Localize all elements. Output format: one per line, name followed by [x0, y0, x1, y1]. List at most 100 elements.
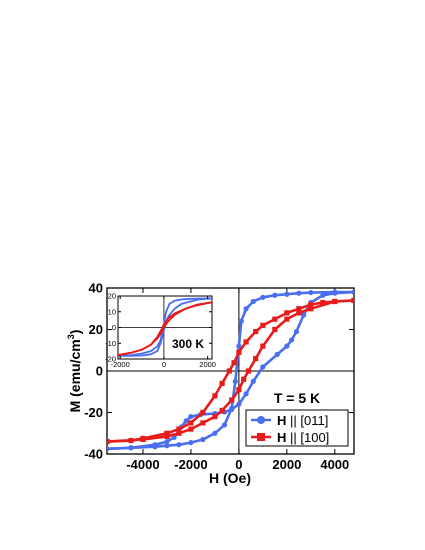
series-h-100-point — [188, 426, 194, 432]
main-x-tick-labels: -4000 -2000 0 2000 4000 — [126, 457, 349, 472]
y-axis-label-close: ) — [67, 330, 83, 335]
series-h-100-point — [200, 409, 206, 416]
series-h-100-point — [164, 430, 170, 436]
legend-label-100: H || [100] — [277, 430, 329, 445]
x-tick-label: -2000 — [174, 457, 207, 472]
series-h-100-point — [272, 326, 278, 333]
series-h-011-point — [229, 406, 235, 412]
x-tick-label: 2000 — [199, 360, 216, 369]
series-h-100-point — [219, 407, 225, 414]
y-tick-label: -20 — [105, 355, 116, 364]
series-h-100-point — [332, 298, 338, 305]
temperature-annotation: T = 5 K — [274, 390, 320, 406]
x-tick-label: 0 — [235, 457, 242, 472]
series-h-011-point — [284, 343, 290, 349]
x-tick-label: 4000 — [320, 457, 349, 472]
y-tick-label: 0 — [96, 364, 103, 379]
series-h-011-point — [164, 438, 170, 445]
y-tick-label: -20 — [84, 405, 103, 420]
inset-y-tick-labels: -20 -10 0 10 20 — [105, 292, 116, 364]
legend-label-011-rest: || [011] — [286, 413, 328, 428]
series-h-100-branch-1 — [118, 301, 212, 356]
legend: H || [011] H || [100] — [245, 409, 349, 447]
series-h-100-point — [219, 380, 225, 387]
series-h-011-point — [250, 378, 256, 384]
y-tick-label: -40 — [84, 447, 103, 462]
series-h-011-point — [212, 430, 218, 436]
series-h-011-point — [260, 294, 266, 300]
series-h-011-point — [221, 422, 228, 428]
series-h-100-point — [253, 328, 259, 335]
series-h-100-point — [212, 414, 218, 420]
series-h-100-point — [245, 368, 252, 374]
series-h-100-point — [308, 302, 314, 308]
series-h-011-point — [351, 289, 354, 295]
inset-chart: -2000 0 2000 -20 -10 0 10 20 300 K — [105, 292, 216, 369]
x-axis-label: H (Oe) — [209, 470, 251, 486]
series-h-011-point — [293, 328, 300, 335]
inset-temperature-annotation: 300 K — [172, 337, 204, 351]
series-h-011-point — [238, 318, 244, 324]
series-h-100-point — [176, 426, 182, 432]
y-axis-label-superscript: 3 — [66, 334, 76, 339]
series-h-100-point — [140, 436, 146, 443]
series-h-100-point — [296, 310, 302, 316]
main-y-tick-labels: -40 -20 0 20 40 — [84, 281, 103, 462]
series-h-011-point — [128, 445, 134, 451]
series-h-100-point — [284, 310, 290, 316]
legend-label-100-rest: || [100] — [286, 430, 329, 445]
series-h-011-point — [320, 292, 326, 298]
series-h-100-point — [231, 360, 237, 366]
series-h-011-point — [284, 291, 290, 297]
series-h-011-point — [308, 289, 314, 296]
series-h-100-branch-0 — [107, 299, 354, 443]
x-tick-label: -2000 — [111, 360, 130, 369]
series-h-100-point — [200, 420, 206, 426]
series-h-011-point — [188, 439, 194, 446]
legend-marker-100 — [257, 433, 265, 441]
series-h-011-point — [272, 292, 278, 298]
y-axis-label-main: M (emu/cm — [67, 339, 83, 412]
series-h-100-point — [253, 355, 259, 362]
legend-label-100-bold: H — [277, 430, 286, 445]
legend-label-011: H || [011] — [277, 413, 328, 428]
series-h-100-point — [164, 433, 170, 439]
y-tick-label: -10 — [105, 339, 116, 348]
series-h-011-point — [107, 446, 110, 452]
series-h-011-point — [243, 391, 249, 397]
series-h-011-point — [152, 442, 158, 448]
x-tick-label: -4000 — [126, 457, 159, 472]
series-h-011-point — [236, 343, 242, 349]
series-h-011-point — [301, 312, 307, 318]
y-tick-label: 0 — [112, 323, 116, 332]
series-h-011-point — [243, 306, 249, 312]
y-tick-label: 20 — [89, 322, 103, 337]
series-h-100-point — [229, 397, 235, 403]
series-h-011-point — [232, 378, 238, 384]
x-tick-label: 0 — [162, 360, 166, 369]
series-h-011-point — [332, 290, 338, 296]
series-h-011-point — [296, 290, 302, 296]
series-h-100-point — [260, 343, 266, 349]
inset-tick-marks — [118, 295, 212, 360]
series-h-100-point — [236, 387, 242, 393]
main-series-group — [107, 289, 354, 452]
series-h-011-branch-0 — [107, 290, 354, 451]
series-h-100-point — [236, 349, 242, 355]
series-h-100-point — [260, 322, 266, 328]
series-h-011-point — [289, 337, 295, 343]
series-h-011-branch-0 — [118, 297, 212, 357]
series-h-100-point — [212, 393, 218, 399]
series-h-100-point — [241, 376, 247, 382]
series-h-011-point — [183, 418, 189, 424]
series-h-011-point — [164, 443, 170, 449]
series-h-100-point — [284, 316, 290, 322]
legend-label-011-bold: H — [277, 413, 286, 428]
series-h-100-point — [272, 316, 278, 322]
series-h-011-point — [250, 298, 256, 305]
series-h-011-point — [260, 364, 266, 370]
series-h-100-point — [176, 430, 182, 436]
series-h-100-point — [308, 306, 314, 312]
series-h-100-point — [188, 420, 194, 426]
